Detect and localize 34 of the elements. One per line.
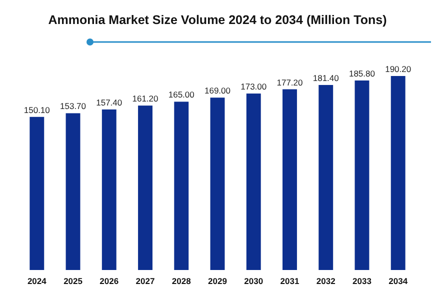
x-tick-label: 2033 <box>352 276 372 286</box>
data-label: 150.10 <box>24 104 50 115</box>
x-tick-label: 2024 <box>27 276 47 286</box>
x-tick-label: 2026 <box>100 276 119 286</box>
x-tick-label: 2029 <box>208 276 228 286</box>
bar <box>390 76 406 270</box>
data-label: 185.80 <box>348 68 376 78</box>
data-label: 157.40 <box>96 97 122 108</box>
x-tick-label: 2025 <box>64 276 83 286</box>
data-label: 173.00 <box>240 82 267 92</box>
data-label: 165.00 <box>168 90 195 100</box>
bar <box>282 89 297 270</box>
x-tick-label: 2034 <box>388 276 408 286</box>
bar <box>354 80 370 270</box>
x-tick-label: 2031 <box>280 276 300 286</box>
data-label: 181.40 <box>312 72 340 83</box>
data-label: 177.20 <box>276 77 304 88</box>
bar <box>138 106 152 270</box>
data-label: 161.20 <box>132 94 159 104</box>
bar <box>318 84 334 270</box>
bar <box>30 116 44 270</box>
data-label: 169.00 <box>204 86 231 96</box>
data-label: 153.70 <box>60 101 86 112</box>
bar <box>210 98 225 270</box>
bar <box>246 94 261 270</box>
x-tick-label: 2028 <box>172 276 192 286</box>
x-tick-label: 2027 <box>136 276 155 286</box>
x-tick-label: 2030 <box>244 276 264 286</box>
bar <box>66 113 80 270</box>
chart-title: Ammonia Market Size Volume 2024 to 2034 (Million Tons) <box>48 13 387 27</box>
x-tick-label: 2032 <box>316 276 336 286</box>
bar <box>102 109 116 270</box>
data-label: 190.20 <box>385 64 412 74</box>
bar <box>174 102 189 270</box>
